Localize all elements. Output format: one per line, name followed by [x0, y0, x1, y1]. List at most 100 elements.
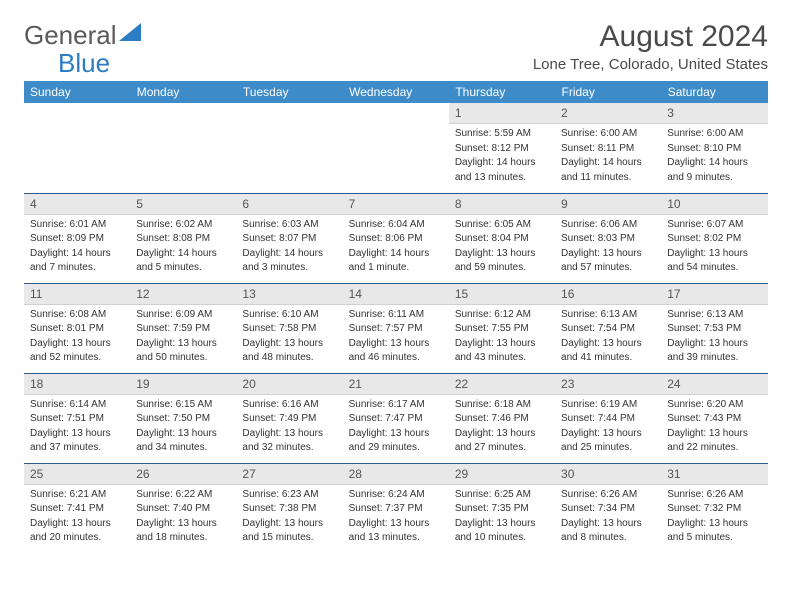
day-line: and 32 minutes.	[242, 441, 336, 455]
day-line: Sunrise: 6:10 AM	[242, 308, 336, 322]
day-content: Sunrise: 6:05 AMSunset: 8:04 PMDaylight:…	[449, 215, 555, 282]
day-line: Daylight: 13 hours	[667, 517, 761, 531]
day-line: Sunset: 7:46 PM	[455, 412, 549, 426]
day-number: 5	[130, 194, 236, 215]
day-line: Sunrise: 6:21 AM	[30, 488, 124, 502]
day-number: 28	[343, 464, 449, 485]
day-line: and 52 minutes.	[30, 351, 124, 365]
day-content: Sunrise: 6:13 AMSunset: 7:54 PMDaylight:…	[555, 305, 661, 372]
day-number: 30	[555, 464, 661, 485]
day-line: Sunset: 7:59 PM	[136, 322, 230, 336]
day-line: Sunset: 8:11 PM	[561, 142, 655, 156]
day-line: Daylight: 13 hours	[242, 517, 336, 531]
location-text: Lone Tree, Colorado, United States	[533, 56, 768, 73]
day-line: Sunrise: 6:20 AM	[667, 398, 761, 412]
calendar-day-cell: 30Sunrise: 6:26 AMSunset: 7:34 PMDayligh…	[555, 463, 661, 553]
day-number: 3	[661, 103, 767, 124]
day-content: Sunrise: 6:09 AMSunset: 7:59 PMDaylight:…	[130, 305, 236, 372]
day-line: Sunrise: 6:06 AM	[561, 218, 655, 232]
day-line: Sunset: 7:57 PM	[349, 322, 443, 336]
day-line: Sunrise: 6:11 AM	[349, 308, 443, 322]
day-line: and 5 minutes.	[667, 531, 761, 545]
calendar-body: 1Sunrise: 5:59 AMSunset: 8:12 PMDaylight…	[24, 103, 768, 553]
day-line: Sunset: 8:07 PM	[242, 232, 336, 246]
day-line: Sunrise: 6:22 AM	[136, 488, 230, 502]
day-line: Sunset: 7:40 PM	[136, 502, 230, 516]
day-content: Sunrise: 6:25 AMSunset: 7:35 PMDaylight:…	[449, 485, 555, 552]
day-line: Sunset: 7:37 PM	[349, 502, 443, 516]
day-line: Daylight: 14 hours	[242, 247, 336, 261]
day-line: Sunset: 7:51 PM	[30, 412, 124, 426]
day-line: and 57 minutes.	[561, 261, 655, 275]
day-content: Sunrise: 6:02 AMSunset: 8:08 PMDaylight:…	[130, 215, 236, 282]
calendar-day-cell: 29Sunrise: 6:25 AMSunset: 7:35 PMDayligh…	[449, 463, 555, 553]
day-line: Daylight: 14 hours	[455, 156, 549, 170]
day-number: 7	[343, 194, 449, 215]
day-number: 26	[130, 464, 236, 485]
day-line: Daylight: 13 hours	[349, 517, 443, 531]
day-number: 24	[661, 374, 767, 395]
weekday-header: Thursday	[449, 81, 555, 103]
day-line: Daylight: 13 hours	[30, 427, 124, 441]
day-content: Sunrise: 6:15 AMSunset: 7:50 PMDaylight:…	[130, 395, 236, 462]
day-line: Sunset: 8:09 PM	[30, 232, 124, 246]
day-line: Daylight: 13 hours	[242, 427, 336, 441]
day-line: Sunset: 7:55 PM	[455, 322, 549, 336]
calendar-day-cell	[236, 103, 342, 193]
weekday-header: Monday	[130, 81, 236, 103]
day-line: Sunset: 7:50 PM	[136, 412, 230, 426]
calendar-day-cell: 12Sunrise: 6:09 AMSunset: 7:59 PMDayligh…	[130, 283, 236, 373]
day-line: Sunrise: 6:08 AM	[30, 308, 124, 322]
weekday-header: Wednesday	[343, 81, 449, 103]
day-line: and 34 minutes.	[136, 441, 230, 455]
day-line: Daylight: 13 hours	[561, 517, 655, 531]
day-line: Sunrise: 6:14 AM	[30, 398, 124, 412]
day-line: Daylight: 14 hours	[667, 156, 761, 170]
weekday-header: Saturday	[661, 81, 767, 103]
day-number: 16	[555, 284, 661, 305]
day-number: 31	[661, 464, 767, 485]
day-content: Sunrise: 6:00 AMSunset: 8:11 PMDaylight:…	[555, 124, 661, 191]
calendar-day-cell: 24Sunrise: 6:20 AMSunset: 7:43 PMDayligh…	[661, 373, 767, 463]
day-line: and 11 minutes.	[561, 171, 655, 185]
calendar-day-cell: 26 Sunrise: 6:22 AMSunset: 7:40 PMDayligh…	[130, 463, 236, 553]
day-line: Sunset: 7:38 PM	[242, 502, 336, 516]
day-line: Sunrise: 6:13 AM	[561, 308, 655, 322]
logo: General	[24, 20, 141, 51]
calendar-day-cell: 9Sunrise: 6:06 AMSunset: 8:03 PMDaylight…	[555, 193, 661, 283]
day-line: and 9 minutes.	[667, 171, 761, 185]
day-line: and 18 minutes.	[136, 531, 230, 545]
day-line: and 41 minutes.	[561, 351, 655, 365]
calendar-day-cell: 17Sunrise: 6:13 AMSunset: 7:53 PMDayligh…	[661, 283, 767, 373]
day-line: Sunrise: 6:16 AM	[242, 398, 336, 412]
day-line: Daylight: 13 hours	[667, 427, 761, 441]
day-line: and 10 minutes.	[455, 531, 549, 545]
day-line: Sunset: 8:03 PM	[561, 232, 655, 246]
day-line: and 5 minutes.	[136, 261, 230, 275]
day-number: 1	[449, 103, 555, 124]
day-line: and 50 minutes.	[136, 351, 230, 365]
calendar-day-cell: 11Sunrise: 6:08 AMSunset: 8:01 PMDayligh…	[24, 283, 130, 373]
day-line: Sunset: 7:53 PM	[667, 322, 761, 336]
day-line: Sunset: 7:58 PM	[242, 322, 336, 336]
day-line: Sunset: 7:44 PM	[561, 412, 655, 426]
day-line: and 39 minutes.	[667, 351, 761, 365]
calendar-day-cell: 28Sunrise: 6:24 AMSunset: 7:37 PMDayligh…	[343, 463, 449, 553]
page-header: General August 2024 Lone Tree, Colorado,…	[24, 20, 768, 73]
day-content: Sunrise: 6:19 AMSunset: 7:44 PMDaylight:…	[555, 395, 661, 462]
day-line: and 3 minutes.	[242, 261, 336, 275]
day-content: Sunrise: 6:11 AMSunset: 7:57 PMDaylight:…	[343, 305, 449, 372]
calendar-day-cell: 6 Sunrise: 6:03 AMSunset: 8:07 PMDaylight…	[236, 193, 342, 283]
day-content: Sunrise: 6:06 AMSunset: 8:03 PMDaylight:…	[555, 215, 661, 282]
day-content: Sunrise: 6:14 AMSunset: 7:51 PMDaylight:…	[24, 395, 130, 462]
day-line: Sunrise: 6:03 AM	[242, 218, 336, 232]
day-line: Sunset: 7:41 PM	[30, 502, 124, 516]
day-number: 6	[236, 194, 342, 215]
logo-triangle-icon	[119, 23, 141, 41]
day-number: 12	[130, 284, 236, 305]
day-content: Sunrise: 6:08 AMSunset: 8:01 PMDaylight:…	[24, 305, 130, 372]
day-content: Sunrise: 6:18 AMSunset: 7:46 PMDaylight:…	[449, 395, 555, 462]
day-content: Sunrise: 6:20 AMSunset: 7:43 PMDaylight:…	[661, 395, 767, 462]
day-line: Daylight: 13 hours	[136, 517, 230, 531]
title-block: August 2024 Lone Tree, Colorado, United …	[533, 20, 768, 73]
